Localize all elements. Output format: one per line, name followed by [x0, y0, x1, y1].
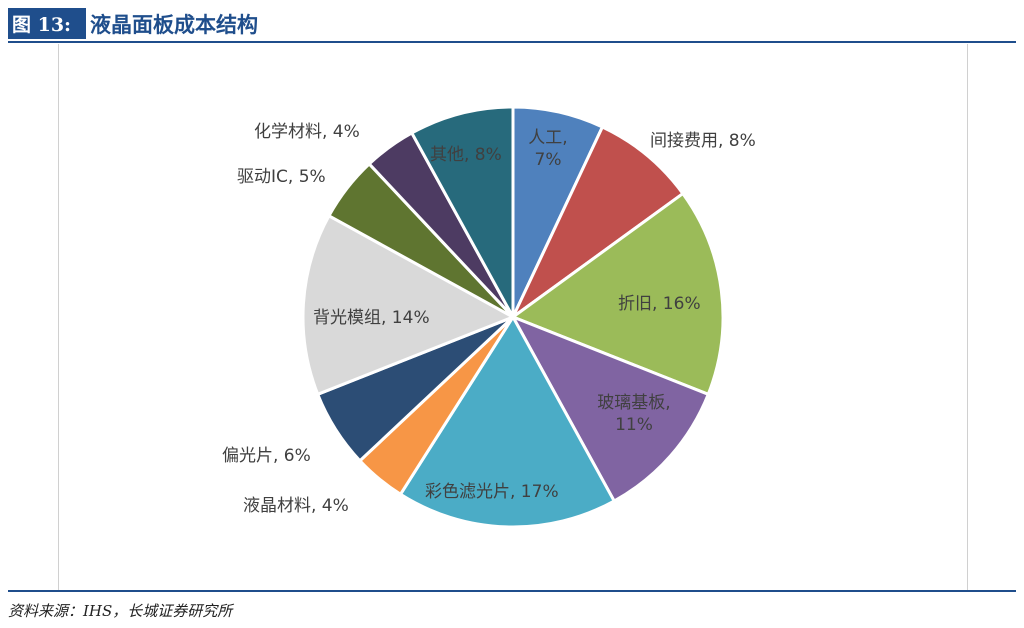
slice-label-5: 液晶材料, 4%: [243, 496, 349, 516]
pie-slice-7: [301, 213, 517, 397]
slice-label-line: 折旧, 16%: [618, 294, 701, 314]
slice-label-line: 背光模组, 14%: [313, 308, 430, 328]
slice-label-line: 彩色滤光片, 17%: [425, 482, 559, 502]
figure-title: 液晶面板成本结构: [90, 11, 258, 37]
pie-labels: 人工, 7% 间接费用, 8% 折旧, 16% 玻璃基板, 11% 彩色滤光片, 17% 液晶…: [222, 122, 756, 516]
slice-label-4: 彩色滤光片, 17%: [425, 482, 559, 502]
source-note: 资料来源：IHS，长城证券研究所: [8, 602, 233, 620]
slice-label-7: 背光模组, 14%: [313, 308, 430, 328]
slice-label-8: 驱动IC, 5%: [237, 167, 326, 187]
slice-label-1: 间接费用, 8%: [650, 131, 756, 151]
slice-label-0: 人工, 7%: [528, 128, 567, 170]
pie-slices: [301, 105, 725, 529]
pie-slice-3: [509, 314, 711, 504]
pie-slice-2: [509, 191, 725, 397]
slice-label-2: 折旧, 16%: [618, 294, 701, 314]
plot-area: [58, 44, 968, 590]
slice-label-line: 偏光片, 6%: [222, 446, 311, 466]
pie-slice-4: [398, 314, 617, 529]
slice-label-line: 液晶材料, 4%: [243, 496, 349, 516]
slice-label-line: 化学材料, 4%: [254, 122, 360, 142]
slice-label-3: 玻璃基板, 11%: [597, 393, 670, 435]
slice-label-line: 其他, 8%: [430, 145, 502, 165]
slice-label-9: 化学材料, 4%: [254, 122, 360, 142]
figure-number: 图 13:: [8, 8, 86, 39]
slice-label-line: 驱动IC, 5%: [237, 167, 326, 187]
pie-slice-1: [511, 124, 685, 319]
slice-label-line: 11%: [615, 415, 653, 435]
slice-label-line: 玻璃基板,: [597, 393, 670, 413]
bottom-rule: [8, 590, 1016, 592]
slice-label-10: 其他, 8%: [430, 145, 502, 165]
slice-label-line: 人工,: [528, 128, 567, 148]
top-rule: [8, 41, 1016, 43]
slice-label-6: 偏光片, 6%: [222, 446, 311, 466]
slice-label-line: 间接费用, 8%: [650, 131, 756, 151]
slice-label-line: 7%: [535, 150, 562, 170]
pie-slice-10: [409, 105, 515, 318]
